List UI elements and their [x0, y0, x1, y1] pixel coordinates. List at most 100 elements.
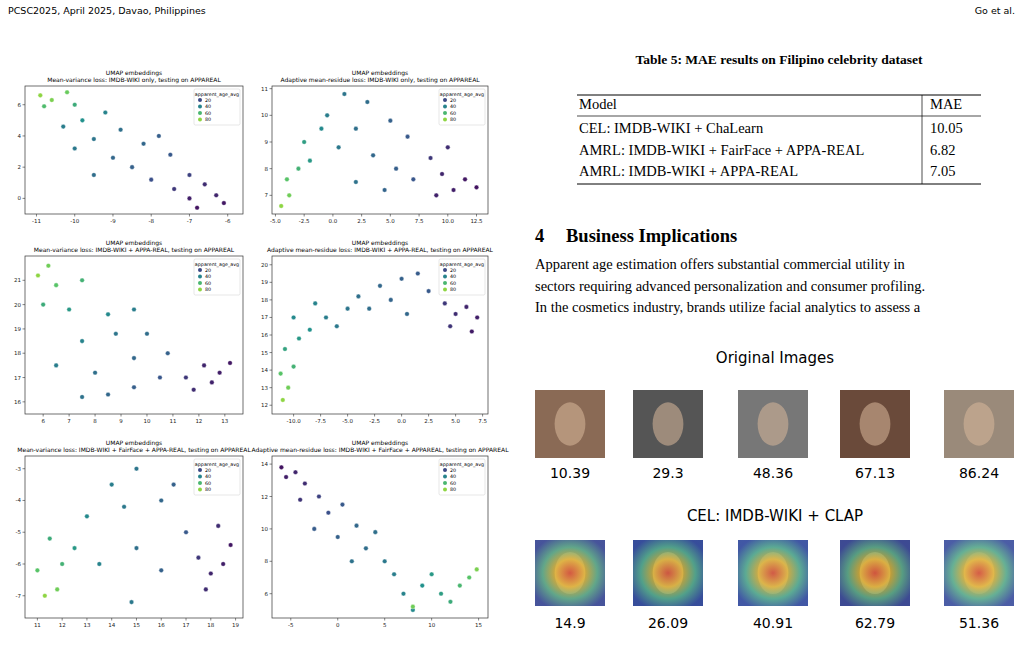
image-row: Original Images10.3929.348.3667.1386.24: [535, 349, 1014, 481]
point: [43, 593, 48, 598]
point: [158, 375, 163, 380]
x-tick: [86, 618, 87, 621]
y-tick-label: 16: [261, 332, 268, 338]
legend-title: apparent_age_avg: [195, 262, 239, 268]
image-label: 67.13: [855, 465, 895, 481]
point: [221, 562, 226, 567]
point: [72, 546, 77, 551]
x-tick-label: 7: [67, 418, 71, 424]
point: [439, 591, 444, 596]
x-tick-label: -11: [32, 218, 41, 224]
x-tick: [224, 414, 225, 417]
legend-box: [194, 459, 240, 495]
point: [202, 363, 207, 368]
point: [308, 327, 313, 332]
point: [97, 562, 102, 567]
x-tick-label: 0.0: [397, 418, 406, 424]
column-head: MAE: [930, 96, 962, 112]
x-tick: [290, 618, 291, 621]
x-tick: [455, 414, 456, 417]
point: [93, 370, 98, 375]
legend-box: [439, 259, 485, 295]
y-tick: [270, 352, 273, 353]
y-tick: [270, 464, 273, 465]
point: [367, 306, 372, 311]
y-tick-label: 11: [261, 86, 268, 92]
x-tick-label: 2.5: [424, 418, 433, 424]
legend-title: apparent_age_avg: [195, 462, 239, 468]
x-tick-label: 11: [34, 622, 41, 628]
legend-marker: [198, 275, 202, 279]
x-tick: [198, 414, 199, 417]
point: [458, 583, 463, 588]
x-tick-label: 8: [93, 418, 97, 424]
x-tick: [384, 618, 385, 621]
point: [467, 575, 472, 580]
image-label: 29.3: [652, 465, 683, 481]
image-label: 48.36: [753, 465, 793, 481]
plot-frame: [25, 86, 243, 214]
plot-frame: [272, 256, 488, 414]
legend-title: apparent_age_avg: [440, 92, 484, 98]
scatter-panel: UMAP embeddingsMean-variance loss: IMDB-…: [16, 439, 252, 628]
y-tick-label: -7: [16, 593, 22, 599]
y-tick-label: 18: [261, 297, 268, 303]
point: [445, 145, 450, 150]
x-tick: [419, 214, 420, 217]
legend-label: 80: [205, 287, 211, 292]
legend-box: [194, 89, 240, 125]
legend-label: 60: [205, 481, 211, 486]
point: [195, 205, 200, 210]
y-tick-label: 10: [261, 112, 268, 118]
point: [291, 315, 296, 320]
point: [41, 302, 46, 307]
point: [210, 380, 215, 385]
figure-row-title: Original Images: [716, 349, 834, 367]
x-tick: [374, 414, 375, 417]
y-tick-label: 14: [261, 367, 268, 373]
point: [474, 185, 479, 190]
legend-label: 80: [450, 117, 456, 122]
x-tick-label: 2.5: [357, 218, 366, 224]
x-tick-label: 6: [41, 418, 45, 424]
scatter-panel: UMAP embeddingsAdaptive mean-residue los…: [251, 439, 509, 628]
point: [342, 92, 347, 97]
point: [85, 514, 90, 519]
x-tick: [111, 618, 112, 621]
y-tick: [270, 335, 273, 336]
point: [411, 177, 416, 182]
y-tick: [270, 593, 273, 594]
y-tick: [23, 135, 26, 136]
legend-marker: [198, 468, 202, 472]
image-label: 40.91: [753, 615, 793, 631]
point: [296, 166, 301, 171]
y-tick: [270, 142, 273, 143]
point: [317, 494, 322, 499]
scatter-panel: UMAP embeddingsMean-variance loss: IMDB-…: [14, 239, 243, 424]
panel-subtitle: Mean-variance loss: IMDB-WIKI + FairFace…: [17, 446, 251, 454]
x-tick-label: -8: [148, 218, 154, 224]
running-header: Go et al.: [975, 5, 1015, 16]
y-tick: [23, 328, 26, 329]
x-tick: [390, 214, 391, 217]
point: [187, 173, 192, 178]
legend: apparent_age_avg20406080: [439, 259, 485, 295]
paragraph-line: Apparent age estimation offers substanti…: [535, 256, 906, 272]
page: PCSC2025, April 2025, Davao, Philippines…: [0, 0, 1023, 649]
x-tick: [332, 214, 333, 217]
y-tick: [270, 370, 273, 371]
legend: apparent_age_avg20406080: [439, 459, 485, 495]
point: [297, 336, 302, 341]
y-tick-label: 12: [261, 494, 268, 500]
point: [67, 307, 72, 312]
points: [279, 465, 479, 612]
x-tick-label: 10.0: [442, 218, 455, 224]
x-tick: [361, 214, 362, 217]
x-tick: [293, 414, 294, 417]
x-tick-label: 15: [133, 622, 140, 628]
y-tick-label: 20: [261, 262, 268, 268]
point: [149, 177, 154, 182]
legend-label: 80: [205, 487, 211, 492]
point: [392, 572, 397, 577]
section-number: 4: [535, 226, 544, 246]
